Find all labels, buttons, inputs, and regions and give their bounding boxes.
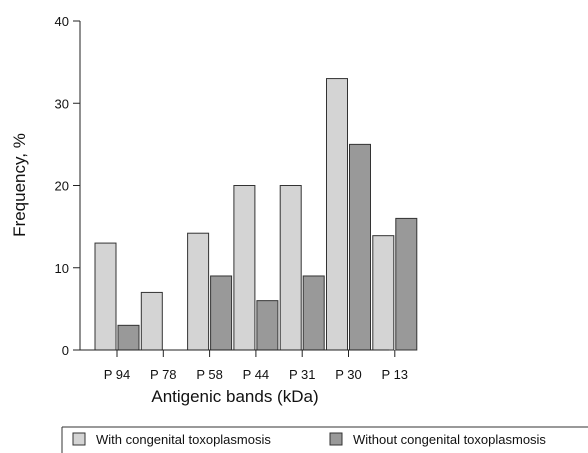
bars-layer (94, 78, 418, 351)
legend: With congenital toxoplasmosis Without co… (61, 426, 588, 453)
bar-with-p44 (233, 185, 256, 351)
bar-without-p44 (256, 300, 279, 351)
legend-label-without: Without congenital toxoplasmosis (353, 432, 546, 447)
bar-without-p58 (210, 275, 233, 351)
x-axis-title: Antigenic bands (kDa) (151, 387, 318, 406)
x-tick-label: P 44 (243, 367, 270, 382)
legend-swatch-without (329, 432, 343, 446)
y-tick-label: 40 (55, 14, 69, 29)
y-axis-title: Frequency, % (10, 133, 29, 237)
legend-label-with: With congenital toxoplasmosis (96, 432, 271, 447)
x-tick-label: P 13 (382, 367, 409, 382)
bar-without-p13 (395, 217, 418, 351)
bar-without-p30 (349, 143, 371, 351)
bar-with-p31 (279, 185, 302, 351)
x-tick-label: P 58 (196, 367, 223, 382)
bar-without-p94 (117, 324, 140, 351)
bar-with-p78 (140, 291, 163, 351)
bar-with-p94 (94, 242, 117, 351)
y-tick-label: 0 (62, 343, 69, 358)
bar-with-p58 (187, 232, 210, 351)
x-tick-label: P 94 (104, 367, 131, 382)
tick-labels-layer: 0 10 20 30 40 P 94 P 78 P 58 P 44 P 31 P 30 P 13 (55, 14, 409, 382)
bar-without-p31 (302, 275, 325, 351)
y-tick-label: 30 (55, 96, 69, 111)
x-tick-label: P 31 (289, 367, 316, 382)
bar-with-p13 (372, 235, 395, 351)
x-tick-label: P 78 (150, 367, 177, 382)
y-tick-label: 20 (55, 179, 69, 194)
legend-swatch-with (72, 432, 86, 446)
axes-layer (73, 20, 396, 357)
y-tick-label: 10 (55, 261, 69, 276)
x-tick-label: P 30 (335, 367, 362, 382)
bar-with-p30 (326, 78, 348, 351)
